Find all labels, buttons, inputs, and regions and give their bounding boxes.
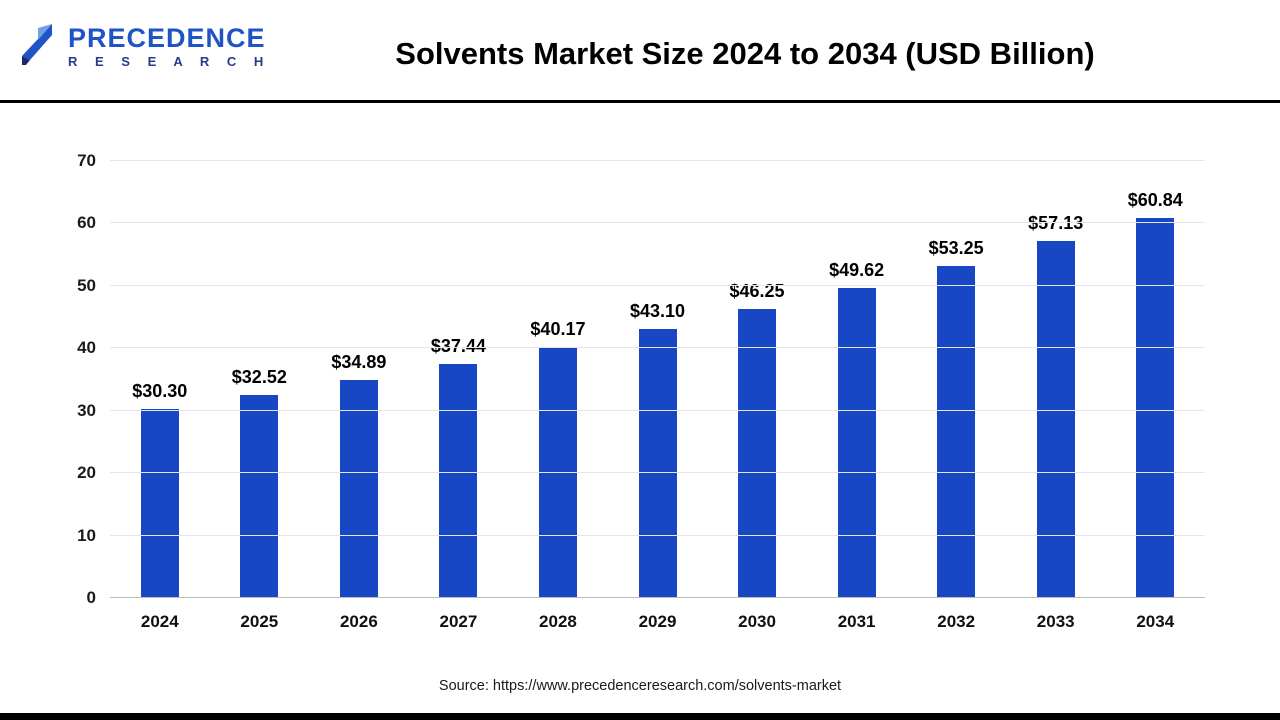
bar bbox=[439, 364, 478, 598]
bar-column: $37.44 bbox=[409, 161, 509, 598]
bar-value-label: $46.25 bbox=[729, 281, 785, 302]
brand-logo: PRECEDENCE R E S E A R C H bbox=[18, 22, 270, 71]
bar-value-label: $32.52 bbox=[231, 366, 287, 387]
y-tick-label: 50 bbox=[77, 275, 96, 295]
x-tick-label: 2032 bbox=[937, 612, 976, 631]
bar-column: $43.10 bbox=[608, 161, 708, 598]
bar-value-label: $43.10 bbox=[629, 300, 686, 321]
bar bbox=[638, 328, 677, 598]
plot-area: $30.30 $32.52 $34.89 $37.44 $40.17 $43.10 $46.… bbox=[77, 151, 1205, 607]
y-tick-label: 10 bbox=[77, 525, 96, 545]
gridline bbox=[110, 597, 1205, 598]
gridline bbox=[110, 284, 1205, 286]
page-title: Solvents Market Size 2024 to 2034 (USD B… bbox=[395, 36, 1095, 71]
gridline bbox=[110, 160, 1205, 161]
bar-value-label: $30.30 bbox=[132, 380, 188, 401]
bar-column: $30.30 bbox=[110, 161, 210, 598]
bar-value-label: $57.13 bbox=[1028, 213, 1084, 234]
bar-column: $53.25 bbox=[906, 161, 1006, 598]
gridline bbox=[110, 534, 1205, 536]
logo-swoosh-icon bbox=[18, 22, 60, 71]
x-tick-label: 2029 bbox=[638, 612, 677, 631]
gridline bbox=[110, 222, 1205, 224]
logo-text: PRECEDENCE R E S E A R C H bbox=[68, 24, 270, 69]
x-tick-label: 2026 bbox=[339, 612, 378, 631]
logo-line1: PRECEDENCE bbox=[68, 23, 266, 53]
x-tick-label: 2031 bbox=[837, 612, 876, 631]
x-axis-labels: 2024 2025 2026 2027 2028 2029 2030 2031 2032 2033… bbox=[110, 598, 1205, 632]
header: PRECEDENCE R E S E A R C H Solvents Mark… bbox=[0, 0, 1280, 103]
bottom-border bbox=[0, 713, 1280, 720]
bar-column: $32.52 bbox=[210, 161, 310, 598]
x-tick-label: 2033 bbox=[1036, 612, 1075, 631]
x-tick-label: 2024 bbox=[140, 612, 179, 631]
bar-column: $46.25 bbox=[707, 161, 807, 598]
y-tick-label: 60 bbox=[77, 213, 96, 233]
y-tick-label: 40 bbox=[77, 338, 96, 358]
bar-column: $49.62 bbox=[807, 161, 907, 598]
bar-column: $57.13 bbox=[1006, 161, 1106, 598]
gridline bbox=[110, 409, 1205, 411]
bar bbox=[738, 309, 777, 598]
bar bbox=[937, 265, 976, 598]
bars-row: $30.30 $32.52 $34.89 $37.44 $40.17 $43.10 $46.… bbox=[110, 161, 1205, 598]
y-tick-label: 70 bbox=[77, 151, 96, 170]
bar-value-label: $53.25 bbox=[928, 237, 984, 258]
bar bbox=[339, 380, 378, 598]
gridline bbox=[110, 347, 1205, 349]
bar-value-label: $34.89 bbox=[331, 352, 387, 373]
bar bbox=[837, 288, 876, 598]
bar-value-label: $40.17 bbox=[530, 319, 586, 340]
logo-line2: R E S E A R C H bbox=[68, 54, 271, 70]
bar bbox=[140, 408, 179, 598]
gridline bbox=[110, 472, 1205, 474]
x-tick-label: 2027 bbox=[439, 612, 478, 631]
bar-column: $34.89 bbox=[309, 161, 409, 598]
y-tick-label: 30 bbox=[77, 400, 96, 420]
y-tick-label: 20 bbox=[77, 463, 96, 483]
y-tick-label: 0 bbox=[86, 588, 96, 607]
x-tick-label: 2030 bbox=[738, 612, 776, 631]
bar bbox=[1036, 241, 1075, 598]
bar bbox=[240, 394, 279, 598]
chart-section: $30.30 $32.52 $34.89 $37.44 $40.17 $43.10 $46.… bbox=[0, 151, 1280, 632]
source-text: Source: https://www.precedenceresearch.c… bbox=[438, 678, 842, 694]
bar-value-label: $37.44 bbox=[430, 336, 486, 357]
bar-column: $60.84 bbox=[1105, 161, 1205, 598]
x-tick-label: 2034 bbox=[1136, 612, 1175, 631]
x-tick-label: 2028 bbox=[539, 612, 577, 631]
bar bbox=[1136, 218, 1175, 598]
bar-value-label: $49.62 bbox=[829, 260, 885, 281]
bar-value-label: $60.84 bbox=[1127, 190, 1183, 211]
bar-column: $40.17 bbox=[508, 161, 608, 598]
x-tick-label: 2025 bbox=[240, 612, 279, 631]
